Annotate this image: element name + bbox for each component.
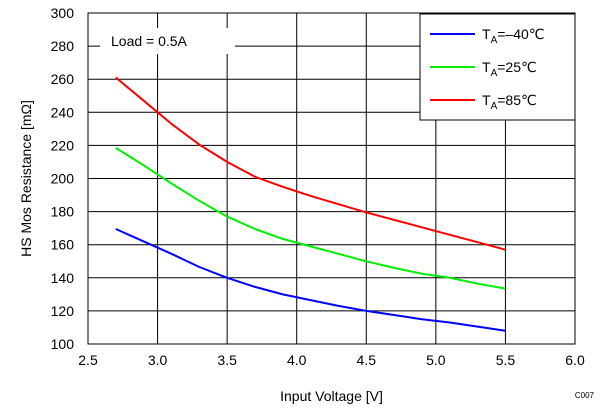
legend-label: TA=–40℃: [482, 26, 545, 46]
x-tick-label: 5.5: [496, 352, 516, 368]
figure-id: C007: [575, 391, 595, 400]
y-axis-label: HS Mos Resistance [mΩ]: [18, 100, 34, 257]
annotation-background: [100, 28, 235, 54]
y-tick-label: 240: [51, 104, 75, 120]
x-tick-label: 4.0: [287, 352, 307, 368]
series-line: [115, 76, 506, 251]
y-tick-label: 260: [51, 71, 75, 87]
x-tick-label: 3.5: [217, 352, 237, 368]
x-tick-label: 4.5: [357, 352, 377, 368]
y-tick-label: 140: [51, 270, 75, 286]
y-tick-label: 220: [51, 137, 75, 153]
y-tick-label: 280: [51, 38, 75, 54]
series-line: [115, 228, 506, 332]
x-tick-label: 3.0: [148, 352, 168, 368]
legend: TA=–40℃ TA=25℃ TA=85℃: [419, 13, 576, 121]
plot-area-frame: [87, 12, 576, 345]
y-tick-label: 180: [51, 204, 75, 220]
tick-layer: 2.5 3.0 3.5 4.0 4.5 5.0 5.5 6.0 100 120 140 160 180 2…: [51, 5, 585, 368]
y-tick-label: 120: [51, 303, 75, 319]
load-annotation: Load = 0.5A: [111, 33, 188, 49]
annotation-box: Load = 0.5A: [100, 28, 235, 54]
x-tick-label: 2.5: [78, 352, 98, 368]
legend-label: TA=85℃: [482, 92, 537, 112]
x-tick-label: 5.0: [426, 352, 446, 368]
legend-label: TA=25℃: [482, 59, 537, 79]
y-tick-label: 100: [51, 336, 75, 352]
y-tick-label: 300: [51, 5, 75, 21]
series-layer: [115, 76, 506, 332]
series-line: [115, 147, 506, 290]
y-tick-label: 160: [51, 237, 75, 253]
y-tick-label: 200: [51, 171, 75, 187]
x-axis-label: Input Voltage [V]: [280, 388, 383, 404]
x-tick-label: 6.0: [565, 352, 585, 368]
